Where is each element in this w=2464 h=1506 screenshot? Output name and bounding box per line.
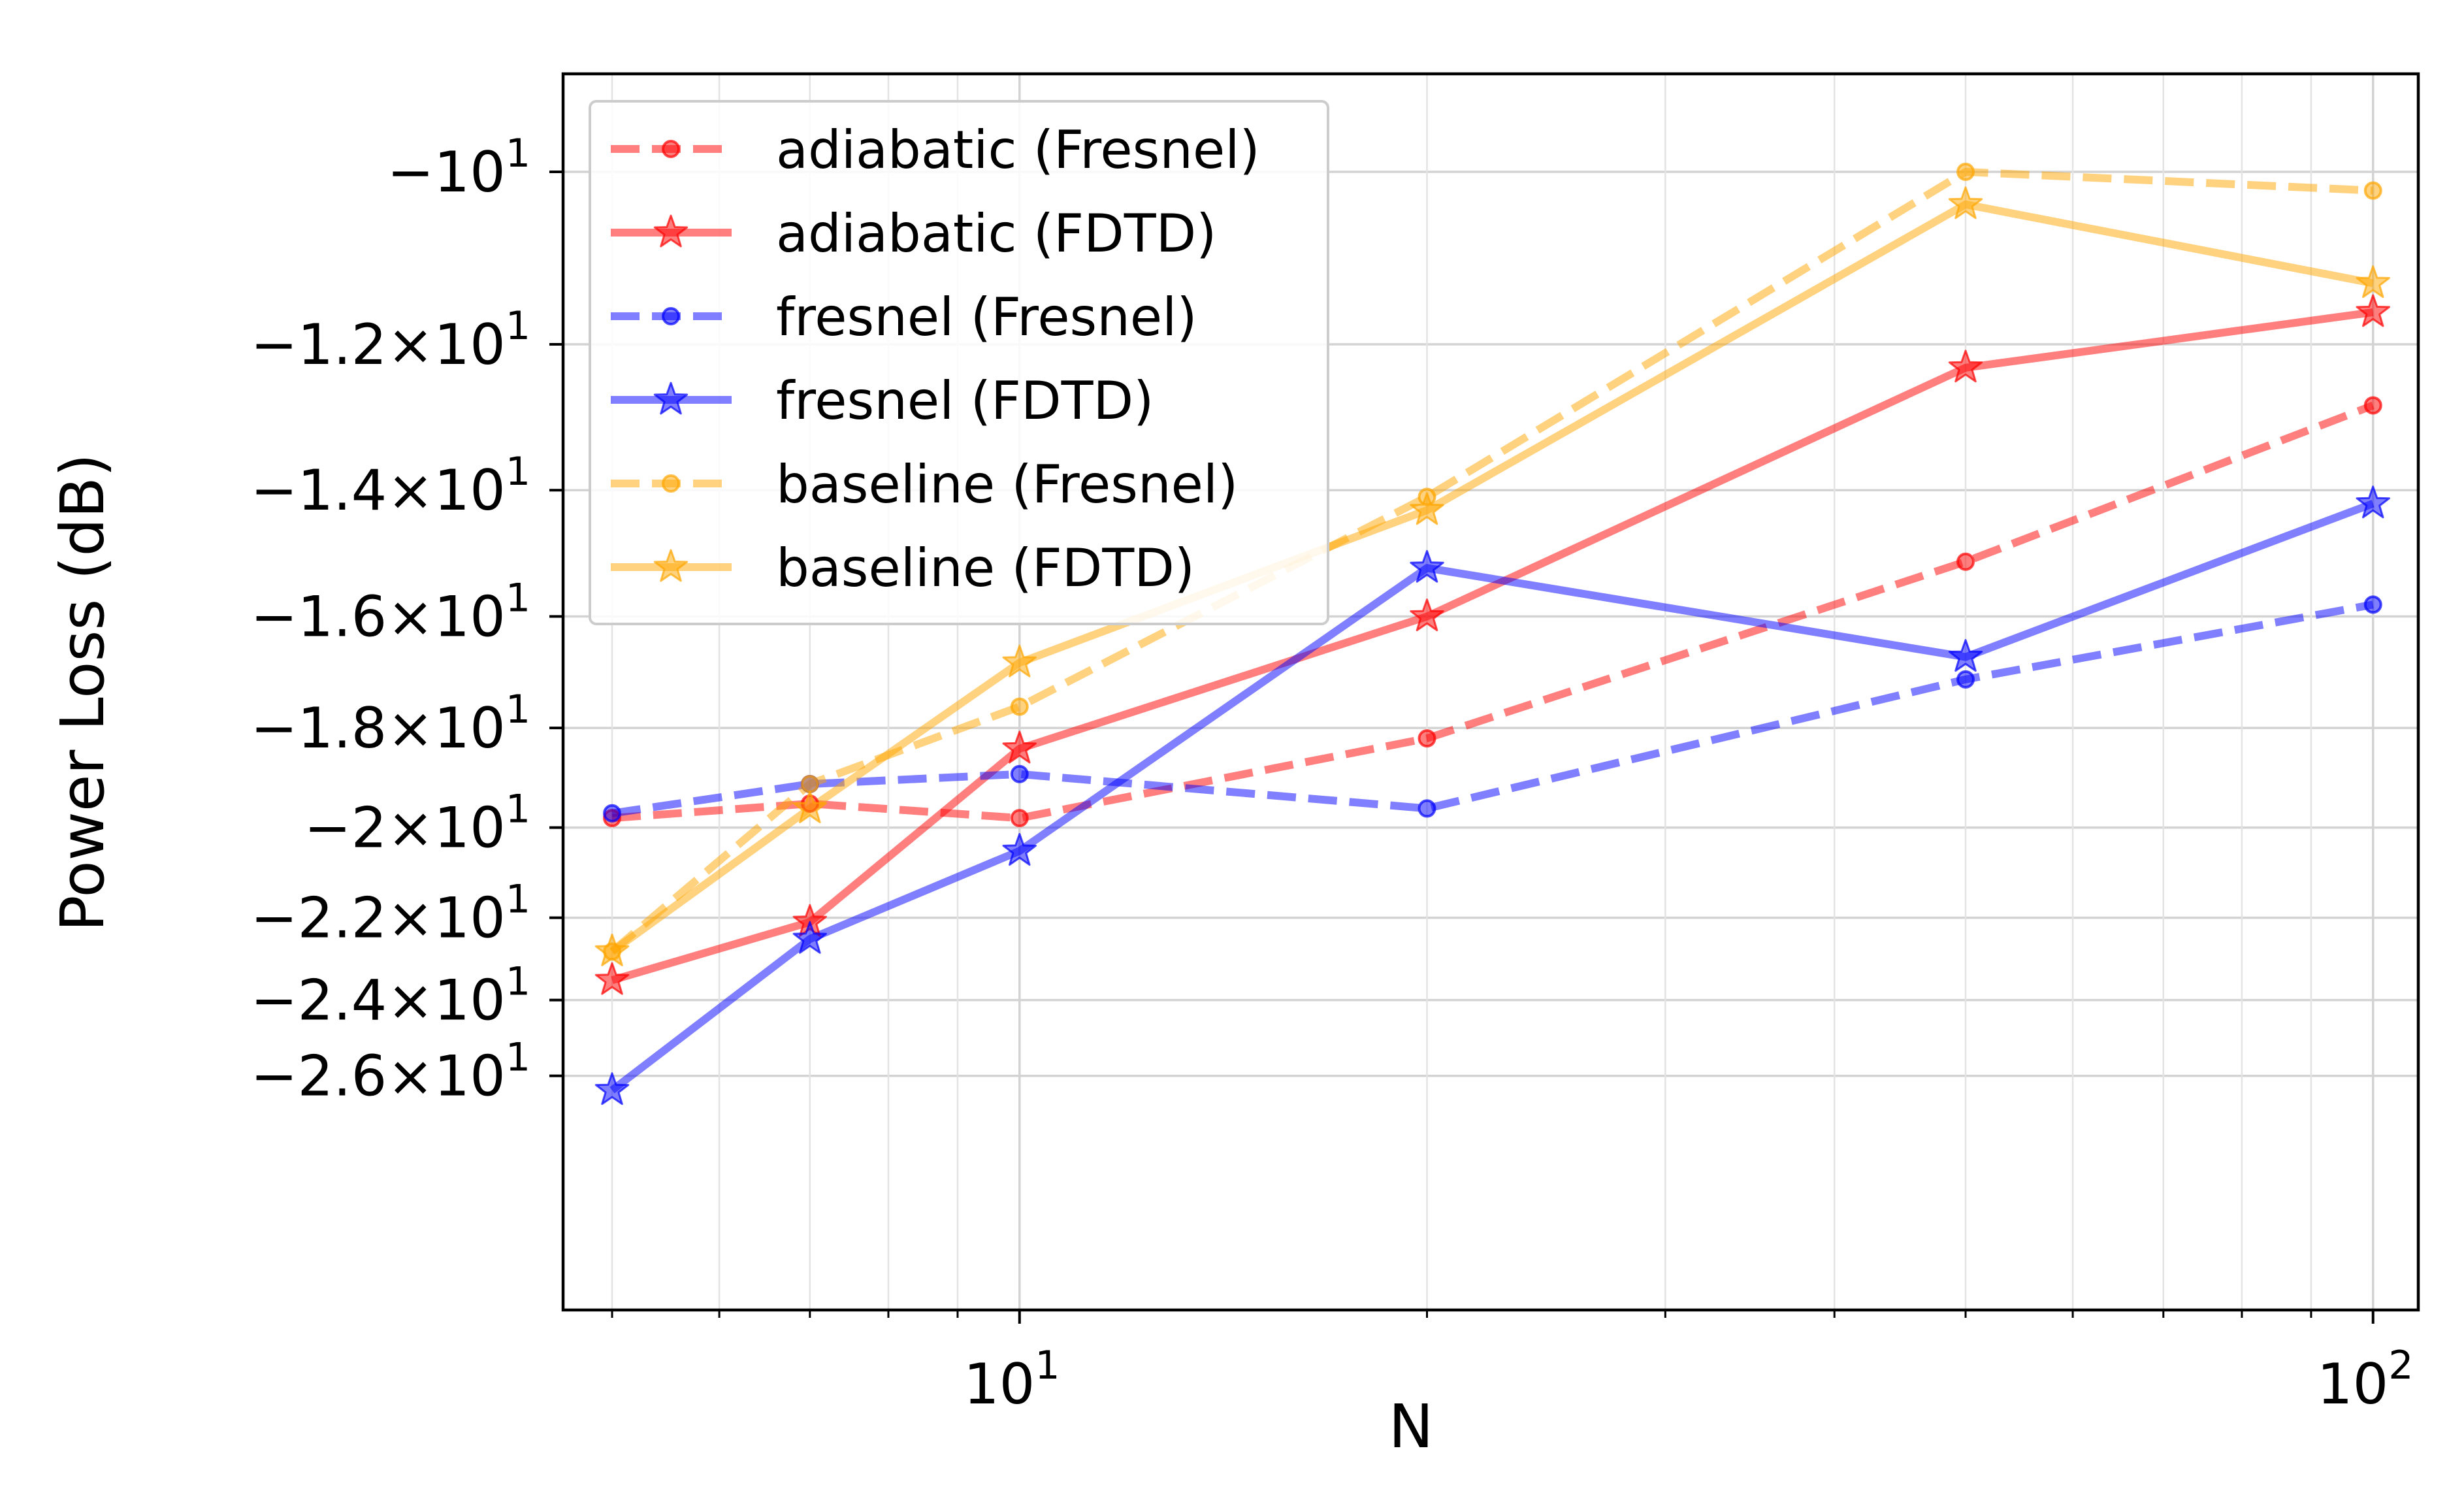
- y-tick-exponent: 1: [506, 449, 530, 495]
- x-tick-base: 10: [964, 1352, 1035, 1417]
- data-point-baseline-fresnel: [1956, 163, 1975, 181]
- y-tick-label: −2×101: [304, 787, 530, 861]
- data-point-adiabatic-fdtd: [1410, 598, 1444, 632]
- data-point-fresnel-fdtd: [792, 921, 827, 954]
- y-tick-exponent: 1: [506, 131, 530, 176]
- data-point-adiabatic-fresnel: [1956, 552, 1975, 571]
- x-tick-exponent: 2: [2388, 1343, 2413, 1388]
- data-point-baseline-fdtd: [1002, 644, 1037, 678]
- legend-label-adiabatic-fresnel: adiabatic (Fresnel): [776, 120, 1260, 180]
- y-tick-exponent: 1: [506, 877, 530, 923]
- y-tick-label: −2.2×101: [250, 877, 530, 951]
- data-point-baseline-fdtd: [1410, 492, 1444, 525]
- legend-swatch-marker: [653, 382, 689, 415]
- y-tick-label: −2.4×101: [250, 959, 530, 1034]
- legend-label-adiabatic-fdtd: adiabatic (FDTD): [776, 203, 1216, 264]
- y-tick-base: −2.6×10: [250, 1044, 505, 1109]
- y-tick-label: −1.6×101: [250, 576, 530, 650]
- y-tick-exponent: 1: [506, 576, 530, 621]
- data-point-adiabatic-fdtd: [1948, 350, 1983, 383]
- data-point-baseline-fresnel: [1010, 697, 1029, 716]
- legend-swatch-marker: [662, 474, 680, 493]
- data-point-fresnel-fdtd: [1002, 832, 1037, 866]
- y-tick-label: −1.2×101: [250, 303, 530, 378]
- x-tick-exponent: 1: [1035, 1343, 1060, 1388]
- legend-label-baseline-fresnel: baseline (Fresnel): [776, 454, 1238, 515]
- y-tick-label: −101: [387, 131, 530, 205]
- legend-swatch-marker: [653, 214, 689, 248]
- data-point-fresnel-fdtd: [594, 1072, 630, 1105]
- data-point-fresnel-fresnel: [1010, 764, 1029, 783]
- data-point-adiabatic-fdtd: [1002, 730, 1037, 764]
- y-tick-exponent: 1: [506, 1035, 530, 1081]
- data-point-fresnel-fresnel: [1418, 799, 1436, 818]
- data-point-fresnel-fdtd: [1948, 639, 1983, 672]
- x-tick-base: 10: [2317, 1352, 2388, 1417]
- x-axis-title: N: [1389, 1392, 1434, 1462]
- series-line-adiabatic-fdtd: [611, 308, 2374, 984]
- data-point-baseline-fresnel: [800, 774, 819, 793]
- y-tick-base: −1.8×10: [250, 696, 505, 761]
- y-tick-label: −2.6×101: [250, 1035, 530, 1109]
- series-line-fresnel-fresnel: [611, 600, 2374, 817]
- y-axis-title: Power Loss (dB): [48, 453, 118, 932]
- legend-label-baseline-fdtd: baseline (FDTD): [776, 538, 1195, 598]
- data-point-fresnel-fresnel: [2363, 595, 2382, 614]
- y-tick-base: −1.2×10: [250, 312, 505, 378]
- plot-frame: [561, 72, 2420, 1312]
- axis-ticks: −101−1.2×101−1.4×101−1.6×101−1.8×101−2×1…: [250, 131, 2413, 1417]
- y-tick-base: −10: [387, 140, 506, 205]
- data-point-baseline-fdtd: [1948, 186, 1983, 220]
- data-point-baseline-fresnel: [2363, 181, 2382, 200]
- series-markers: [594, 163, 2390, 1105]
- data-point-baseline-fdtd: [792, 790, 827, 823]
- data-point-fresnel-fresnel: [1956, 670, 1975, 689]
- legend-swatch-marker: [653, 549, 689, 582]
- y-tick-base: −2.2×10: [250, 886, 505, 951]
- x-tick-label: 102: [2317, 1343, 2414, 1417]
- legend-label-fresnel-fresnel: fresnel (Fresnel): [776, 287, 1197, 348]
- series-line-adiabatic-fresnel: [611, 401, 2375, 823]
- data-point-baseline-fdtd: [594, 933, 630, 966]
- series-line-fresnel-fdtd: [609, 500, 2375, 1094]
- data-point-fresnel-fdtd: [2356, 485, 2390, 519]
- y-tick-label: −1.4×101: [250, 449, 530, 523]
- data-point-adiabatic-fdtd: [2356, 294, 2390, 327]
- y-tick-exponent: 1: [506, 959, 530, 1005]
- y-tick-label: −1.8×101: [250, 687, 530, 761]
- legend: adiabatic (Fresnel) adiabatic (FDTD) fresn…: [589, 100, 1329, 625]
- y-tick-exponent: 1: [506, 787, 530, 832]
- data-point-baseline-fdtd: [2356, 265, 2390, 299]
- x-tick-label: 101: [964, 1343, 1060, 1417]
- y-tick-base: −1.4×10: [250, 458, 505, 523]
- legend-swatch-marker: [662, 307, 680, 325]
- data-point-adiabatic-fresnel: [1010, 809, 1029, 828]
- legend-box: [589, 100, 1329, 625]
- data-point-fresnel-fresnel: [603, 804, 622, 823]
- data-point-adiabatic-fresnel: [1418, 729, 1436, 748]
- y-tick-base: −2×10: [304, 796, 506, 861]
- y-tick-base: −1.6×10: [250, 585, 505, 650]
- data-point-fresnel-fdtd: [1410, 549, 1444, 583]
- y-tick-exponent: 1: [506, 303, 530, 349]
- y-tick-base: −2.4×10: [250, 968, 505, 1034]
- legend-swatch-marker: [662, 140, 680, 158]
- data-point-adiabatic-fdtd: [594, 962, 630, 995]
- data-point-adiabatic-fresnel: [2363, 396, 2382, 415]
- y-tick-exponent: 1: [506, 687, 530, 732]
- legend-label-fresnel-fdtd: fresnel (FDTD): [776, 370, 1154, 431]
